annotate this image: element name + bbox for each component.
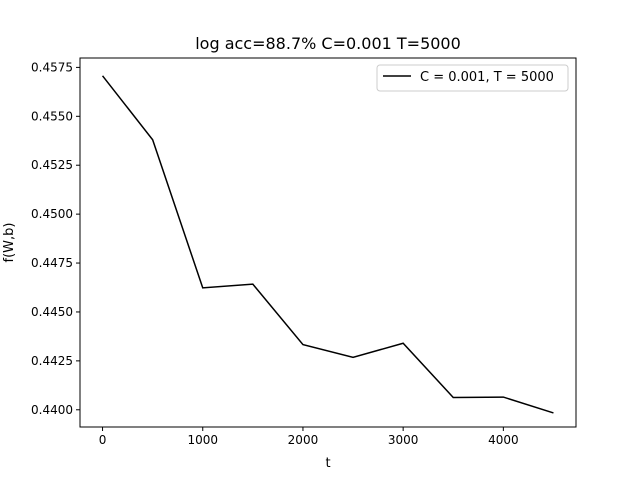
y-axis-label: f(W,b) bbox=[2, 223, 17, 263]
y-tick-label: 0.4500 bbox=[31, 207, 73, 221]
axes-frame bbox=[79, 57, 577, 428]
legend-box bbox=[376, 64, 569, 92]
legend: C = 0.001, T = 5000 bbox=[376, 64, 569, 92]
series-group bbox=[101, 75, 554, 414]
x-tick-label: 2000 bbox=[288, 433, 319, 447]
x-tick-label: 3000 bbox=[388, 433, 419, 447]
y-tick-label: 0.4475 bbox=[31, 256, 73, 270]
chart-title: log acc=88.7% C=0.001 T=5000 bbox=[195, 34, 461, 53]
x-axis: 0 1000 2000 3000 4000 bbox=[99, 427, 519, 447]
x-tick-label: 1000 bbox=[187, 433, 218, 447]
legend-label: C = 0.001, T = 5000 bbox=[420, 70, 554, 85]
x-axis-label: t bbox=[325, 456, 330, 471]
y-tick-label: 0.4525 bbox=[31, 158, 73, 172]
y-axis: 0.4400 0.4425 0.4450 0.4475 0.4500 0.4525 0.45… bbox=[31, 60, 80, 417]
y-tick-label: 0.4575 bbox=[31, 60, 73, 74]
plot-area: 0 1000 2000 3000 4000 0.44000.44250.44500.44… bbox=[31, 57, 577, 447]
x-tick-label: 0 bbox=[99, 433, 107, 447]
y-tick-label: 0.4425 bbox=[31, 354, 73, 368]
y-tick-label: 0.4450 bbox=[31, 305, 73, 319]
y-tick-label: 0.4400 bbox=[31, 403, 73, 417]
series-line bbox=[101, 75, 554, 414]
y-tick-label: 0.4550 bbox=[31, 109, 73, 123]
x-tick-label: 4000 bbox=[488, 433, 519, 447]
